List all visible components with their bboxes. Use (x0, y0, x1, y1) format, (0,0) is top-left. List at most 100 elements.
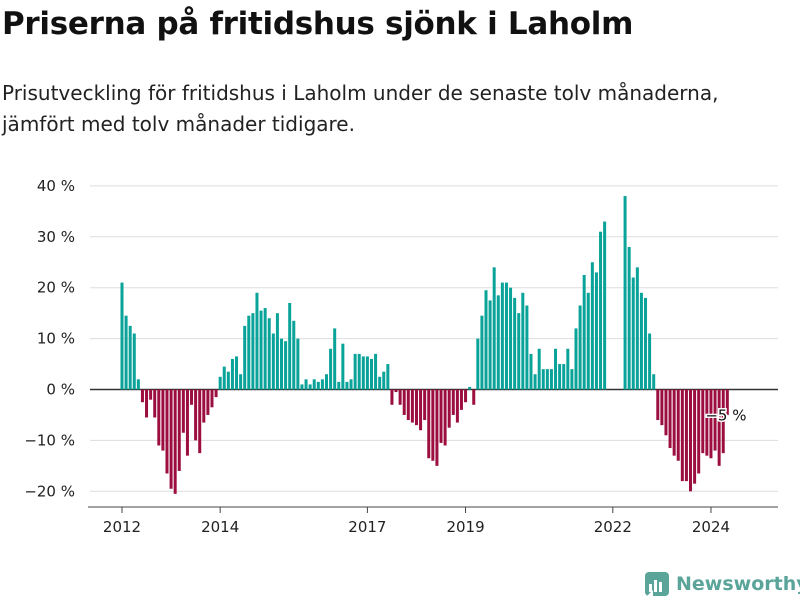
x-tick-label: 2017 (348, 518, 386, 536)
bar (304, 379, 308, 390)
bar (300, 384, 304, 390)
bar (525, 305, 529, 390)
bar (406, 389, 410, 421)
y-tick-label: 20 % (37, 279, 75, 297)
bar (496, 295, 500, 390)
bar (218, 376, 222, 390)
bar (419, 389, 423, 431)
bar (648, 333, 652, 390)
chart-title: Priserna på fritidshus sjönk i Laholm (2, 6, 634, 42)
bar (668, 389, 672, 449)
bar (361, 356, 365, 390)
bars (120, 196, 729, 494)
bar (599, 231, 603, 390)
newsworthy-logo-icon (645, 572, 669, 596)
bar (517, 313, 521, 390)
bar (185, 389, 189, 456)
bar (451, 389, 455, 415)
bar (631, 277, 635, 390)
bar (190, 389, 194, 405)
bar (210, 389, 214, 408)
y-tick-label: 0 % (46, 381, 75, 399)
bar (369, 358, 373, 390)
bar (378, 376, 382, 390)
bar (157, 389, 161, 446)
bar (562, 364, 566, 390)
bar (500, 282, 504, 390)
bar (140, 389, 144, 403)
bar (198, 389, 202, 454)
y-axis-ticks: 40 % 30 % 20 % 10 % 0 % −10 % −20 % (24, 177, 75, 500)
bar (280, 338, 284, 390)
bar (398, 389, 402, 405)
x-tick-label: 2022 (594, 518, 632, 536)
bar (697, 389, 701, 474)
bar (574, 328, 578, 390)
chart-subtitle: Prisutveckling för fritidshus i Laholm u… (2, 81, 719, 136)
bar (410, 389, 414, 423)
x-tick-label: 2012 (103, 518, 141, 536)
bar (578, 305, 582, 390)
bar (423, 389, 427, 421)
bar (455, 389, 459, 423)
bar (521, 292, 525, 390)
bar (554, 348, 558, 390)
bar (660, 389, 664, 426)
bar (566, 348, 570, 390)
bar (239, 374, 243, 390)
bar (684, 389, 688, 482)
bar (161, 389, 165, 451)
bar (594, 272, 598, 390)
bar (365, 356, 369, 390)
bar (275, 313, 279, 390)
bar (652, 374, 656, 390)
bar (222, 366, 226, 390)
bar (316, 381, 320, 390)
bar (533, 374, 537, 390)
bar (582, 274, 586, 390)
bar (721, 389, 725, 454)
bar (341, 343, 345, 390)
bar (263, 308, 267, 390)
bar (570, 369, 574, 390)
bar (689, 389, 693, 492)
bar (386, 364, 390, 390)
bar (558, 364, 562, 390)
bar (623, 196, 627, 390)
bar (701, 389, 705, 454)
bar (251, 313, 255, 390)
bar (353, 353, 357, 390)
bar (177, 389, 181, 471)
bar (349, 379, 353, 390)
bar-chart: 40 %30 %20 %10 %0 %−10 %−20 % 2012 2014 20… (24, 177, 778, 536)
bar (394, 389, 398, 393)
bar (586, 292, 590, 390)
bar (120, 282, 124, 390)
bar (333, 328, 337, 390)
bar (337, 381, 341, 390)
bar (169, 389, 173, 489)
bar (382, 371, 386, 390)
bar (492, 267, 496, 390)
bar (230, 358, 234, 390)
bar (194, 389, 198, 441)
brand-logo[interactable]: Newsworthy (644, 568, 800, 600)
bar (414, 389, 418, 426)
bar (464, 389, 468, 403)
y-tick-label: 30 % (37, 228, 75, 246)
bar (312, 379, 316, 390)
bar (537, 348, 541, 390)
bar (390, 389, 394, 405)
bar (427, 389, 431, 459)
bar (545, 369, 549, 390)
bar (153, 389, 157, 418)
y-tick-label: 10 % (37, 330, 75, 348)
bar (345, 381, 349, 390)
bar (243, 325, 247, 390)
bar (308, 384, 312, 390)
brand-name: Newsworthy (676, 573, 800, 595)
bar (247, 315, 251, 390)
bar (165, 389, 169, 474)
bar (480, 315, 484, 390)
bar (267, 318, 271, 390)
